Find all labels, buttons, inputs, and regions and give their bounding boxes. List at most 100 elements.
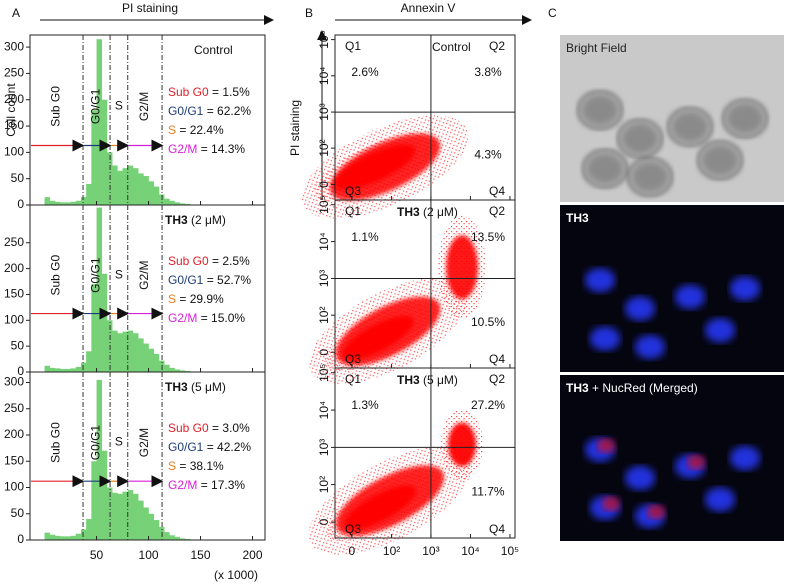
phase-label: S — [115, 435, 123, 449]
event-cloud — [342, 315, 414, 360]
quadrant-label: Q1 — [345, 372, 361, 386]
plot-frame — [29, 371, 266, 541]
histogram-bar — [169, 535, 175, 540]
histogram-bar — [122, 168, 129, 205]
y-tick-label: 250 — [4, 235, 24, 249]
phase-label: Sub G0 — [49, 254, 63, 295]
text-part: S — [168, 123, 176, 137]
histogram-bar — [54, 201, 61, 205]
nucleus — [675, 284, 705, 309]
text-part: = 52.7% — [207, 273, 252, 287]
y-tick-label: 0 — [17, 532, 24, 546]
y-tick-label: 250 — [4, 66, 24, 80]
histogram-bar — [96, 379, 103, 540]
histogram-bar — [80, 529, 87, 540]
y-tick-label: 10⁵ — [317, 196, 331, 214]
nucleus — [705, 318, 735, 343]
histogram-bar — [148, 513, 155, 540]
histogram-bar — [132, 493, 139, 540]
text-part: = 29.9% — [179, 292, 224, 306]
x-tick-label: 200 — [243, 548, 263, 562]
text-part: Bright Field — [566, 41, 627, 55]
histogram-bar — [174, 536, 181, 540]
phase-label: G0/G1 — [89, 88, 103, 124]
x-tick-label: 10² — [383, 544, 400, 558]
histogram-bar — [70, 368, 77, 372]
histogram-bar — [91, 461, 97, 540]
y-tick-label: 100 — [4, 480, 24, 494]
panel-title: TH3 (5 μM) — [397, 373, 458, 387]
text-part: Sub G0 — [168, 85, 209, 99]
quadrant-label: Q2 — [489, 372, 505, 386]
y-tick-label: 150 — [4, 287, 24, 301]
histogram-bar — [138, 500, 144, 540]
text-part: = 17.3% — [201, 478, 246, 492]
histogram-bar — [127, 330, 134, 372]
histogram-bar — [54, 368, 61, 372]
text-part: TH3 — [165, 213, 188, 227]
text-part: = 42.2% — [207, 440, 252, 454]
y-tick-label: 50 — [11, 171, 25, 185]
nucleus — [585, 268, 615, 293]
histogram-bar — [80, 197, 87, 205]
phase-stat: S = 22.4% — [168, 123, 224, 137]
event-cloud — [334, 144, 416, 190]
histogram-bar — [138, 173, 144, 205]
cell-edge — [697, 140, 743, 180]
phase-label: S — [115, 99, 123, 113]
text-part: G2/M — [168, 311, 197, 325]
cell-edge — [627, 157, 673, 197]
histogram-bar — [132, 168, 139, 205]
histogram-bar — [70, 201, 77, 205]
cell — [670, 109, 710, 144]
y-tick-label: 200 — [4, 261, 24, 275]
y-tick-label: 0 — [317, 349, 331, 356]
histogram-bar — [101, 273, 108, 372]
histogram-bar — [174, 369, 181, 372]
panel-letter: B — [305, 6, 313, 20]
phase-label: Sub G0 — [49, 422, 63, 463]
histogram-bar — [153, 186, 160, 205]
y-tick-label: 10⁴ — [317, 67, 331, 86]
quadrant-label: Q4 — [489, 522, 505, 536]
text-part: S — [168, 459, 176, 473]
histogram-bar — [164, 364, 170, 372]
histogram-bar — [117, 493, 123, 540]
x-tick-label: 10⁵ — [501, 544, 519, 558]
histogram-bar — [184, 370, 191, 372]
x-tick-label: 0 — [349, 544, 356, 558]
text-part: (5 μM) — [191, 380, 226, 394]
y-tick-label: 300 — [4, 39, 24, 53]
phase-label: Sub G0 — [49, 86, 63, 127]
histogram-bar — [86, 351, 92, 372]
text-part: TH3 — [165, 380, 188, 394]
histogram-bar — [138, 338, 144, 372]
histogram-bar — [164, 532, 170, 540]
text-part: = 14.3% — [201, 142, 246, 156]
histogram-bar — [44, 532, 51, 540]
phase-label: G2/M — [137, 92, 151, 121]
phase-label: S — [115, 267, 123, 281]
cell-edge — [582, 148, 628, 189]
y-tick-label: 0 — [317, 518, 331, 525]
event-cloud — [446, 235, 478, 300]
y-tick-label: 10² — [317, 139, 331, 156]
text-part: = 3.0% — [212, 421, 250, 435]
phase-stat: S = 29.9% — [168, 292, 224, 306]
histogram-bar — [148, 348, 155, 372]
y-tick-label: 50 — [11, 338, 25, 352]
cell-edge — [577, 90, 623, 130]
text-part: G2/M — [168, 478, 197, 492]
x-unit: (x 1000) — [214, 568, 258, 582]
y-tick-label: 200 — [4, 92, 24, 106]
text-part: = 62.2% — [207, 104, 252, 118]
phase-stat: G0/G1 = 42.2% — [168, 440, 251, 454]
text-part: = 1.5% — [212, 85, 250, 99]
y-tick-label: 10² — [317, 476, 331, 493]
histogram-bar — [184, 538, 191, 540]
histogram-bar — [96, 39, 103, 205]
histogram-bar — [70, 535, 77, 540]
cell — [700, 143, 740, 178]
image-label: Bright Field — [566, 41, 627, 55]
